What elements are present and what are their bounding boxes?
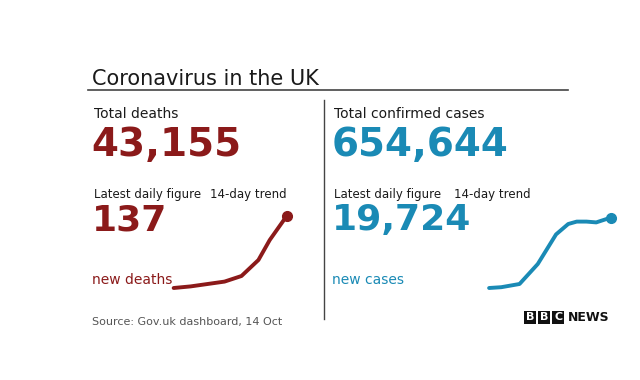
Text: new deaths: new deaths bbox=[92, 273, 172, 287]
Text: C: C bbox=[554, 312, 562, 322]
Text: 14-day trend: 14-day trend bbox=[210, 188, 287, 201]
Text: 14-day trend: 14-day trend bbox=[454, 188, 531, 201]
Text: Coronavirus in the UK: Coronavirus in the UK bbox=[92, 69, 319, 89]
Text: NEWS: NEWS bbox=[568, 311, 610, 324]
Text: Latest daily figure: Latest daily figure bbox=[94, 188, 201, 201]
Text: B: B bbox=[526, 312, 534, 322]
Bar bbox=[524, 311, 536, 324]
Text: B: B bbox=[540, 312, 548, 322]
Text: new cases: new cases bbox=[332, 273, 404, 287]
Text: 43,155: 43,155 bbox=[92, 127, 242, 165]
Text: Total confirmed cases: Total confirmed cases bbox=[334, 107, 484, 121]
Text: 19,724: 19,724 bbox=[332, 203, 471, 238]
Text: Source: Gov.uk dashboard, 14 Oct: Source: Gov.uk dashboard, 14 Oct bbox=[92, 317, 282, 327]
Text: Latest daily figure: Latest daily figure bbox=[334, 188, 442, 201]
Text: 654,644: 654,644 bbox=[332, 127, 509, 165]
Bar bbox=[538, 311, 550, 324]
Bar bbox=[552, 311, 564, 324]
Text: Total deaths: Total deaths bbox=[94, 107, 179, 121]
Text: 137: 137 bbox=[92, 203, 167, 238]
